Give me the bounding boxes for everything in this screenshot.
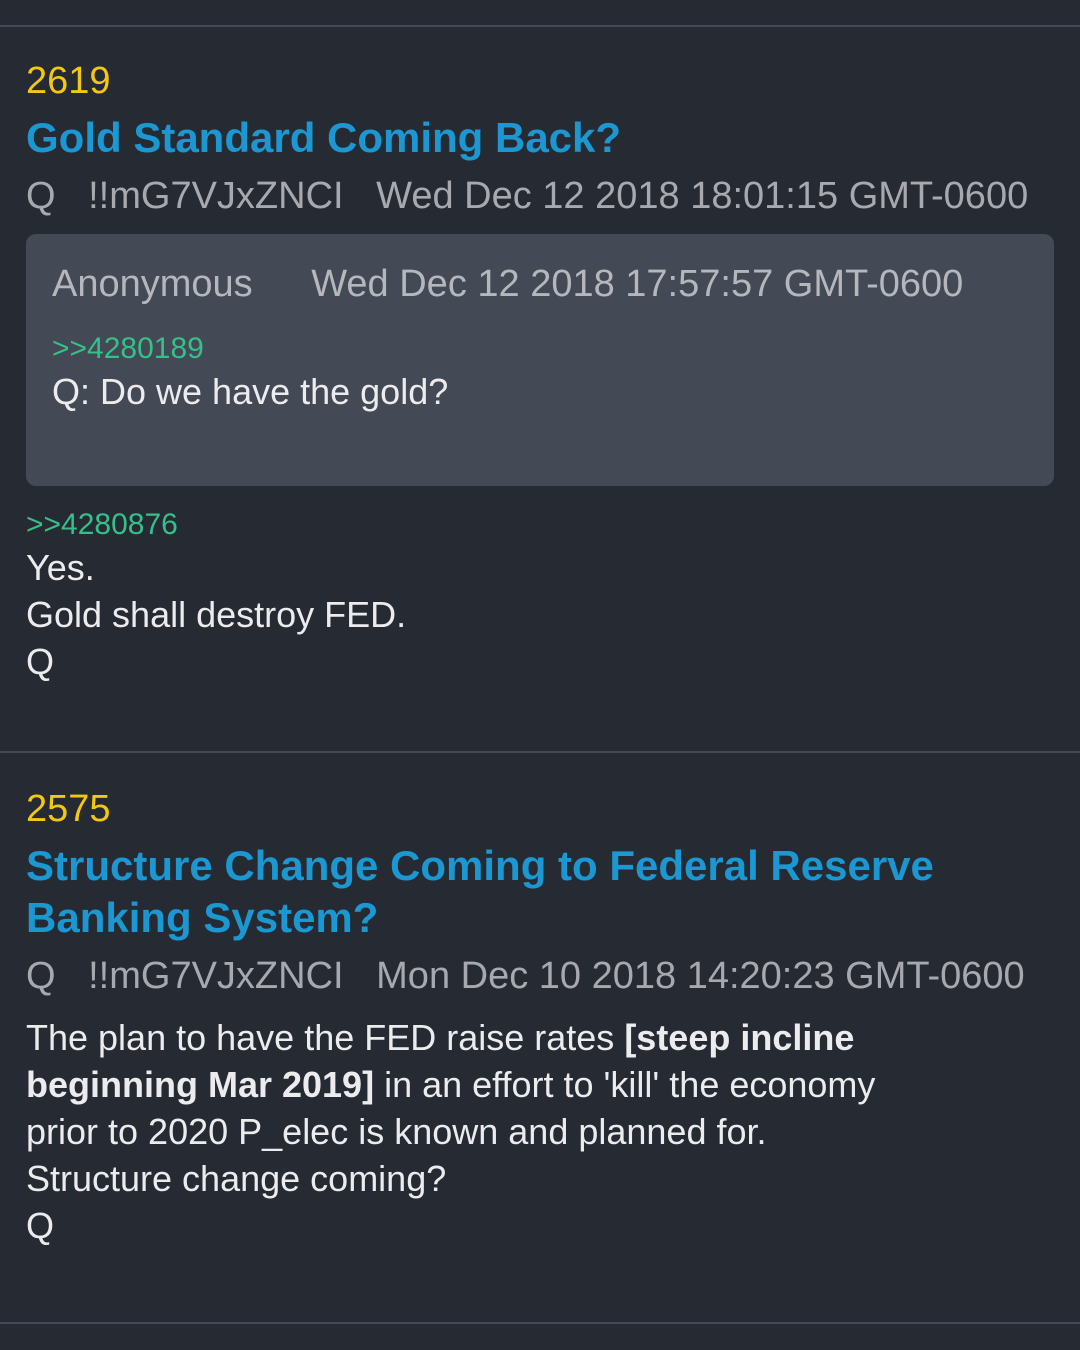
quoted-post-meta: Anonymous Wed Dec 12 2018 17:57:57 GMT-0…	[52, 260, 1028, 308]
body-text: in an effort to 'kill' the economy	[374, 1064, 876, 1105]
body-bold-text: beginning Mar 2019]	[26, 1064, 375, 1105]
post-body-line: Gold shall destroy FED.	[26, 594, 407, 635]
body-bold-text: [steep incline	[624, 1017, 855, 1058]
post-title[interactable]: Structure Change Coming to Federal Reser…	[26, 840, 1054, 944]
quoted-post-text: Q: Do we have the gold?	[52, 371, 449, 412]
post-meta: Q !!mG7VJxZNCI Wed Dec 12 2018 18:01:15 …	[26, 172, 1054, 220]
post-body-line: Q	[26, 1205, 55, 1246]
post-divider-top	[0, 25, 1080, 27]
post-body-line: prior to 2020 P_elec is known and planne…	[26, 1111, 767, 1152]
post-divider-bottom	[0, 1322, 1080, 1324]
post-body-line: Structure change coming?	[26, 1158, 447, 1199]
quoted-post: Anonymous Wed Dec 12 2018 17:57:57 GMT-0…	[26, 234, 1054, 486]
post-2575: 2575 Structure Change Coming to Federal …	[0, 786, 1080, 1249]
reply-link[interactable]: >>4280876	[26, 508, 178, 541]
quoted-post-timestamp: Wed Dec 12 2018 17:57:57 GMT-0600	[311, 263, 964, 305]
post-timestamp: Wed Dec 12 2018 18:01:15 GMT-0600	[376, 175, 1029, 217]
post-body-line: beginning Mar 2019] in an effort to 'kil…	[26, 1061, 1054, 1108]
quoted-reply-link[interactable]: >>4280189	[52, 332, 204, 365]
quoted-author-name: Anonymous	[52, 263, 253, 305]
post-title-line: Structure Change Coming to Federal Reser…	[26, 842, 934, 889]
body-text: The plan to have the FED raise rates	[26, 1017, 625, 1058]
post-body-line: Q	[26, 641, 55, 682]
post-2619: 2619 Gold Standard Coming Back? Q !!mG7V…	[0, 58, 1080, 685]
post-title-line: Banking System?	[26, 894, 379, 941]
post-meta: Q !!mG7VJxZNCI Mon Dec 10 2018 14:20:23 …	[26, 952, 1054, 1000]
tripcode: !!mG7VJxZNCI	[88, 175, 344, 217]
post-number[interactable]: 2619	[26, 60, 111, 102]
post-body-line: The plan to have the FED raise rates [st…	[26, 1014, 1054, 1061]
post-timestamp: Mon Dec 10 2018 14:20:23 GMT-0600	[376, 955, 1025, 997]
post-divider	[0, 751, 1080, 753]
post-title[interactable]: Gold Standard Coming Back?	[26, 114, 622, 161]
post-number[interactable]: 2575	[26, 788, 111, 830]
post-body-line: Yes.	[26, 547, 95, 588]
tripcode: !!mG7VJxZNCI	[88, 955, 344, 997]
author-name: Q	[26, 175, 56, 217]
post-body: The plan to have the FED raise rates [st…	[26, 1014, 1054, 1249]
author-name: Q	[26, 955, 56, 997]
